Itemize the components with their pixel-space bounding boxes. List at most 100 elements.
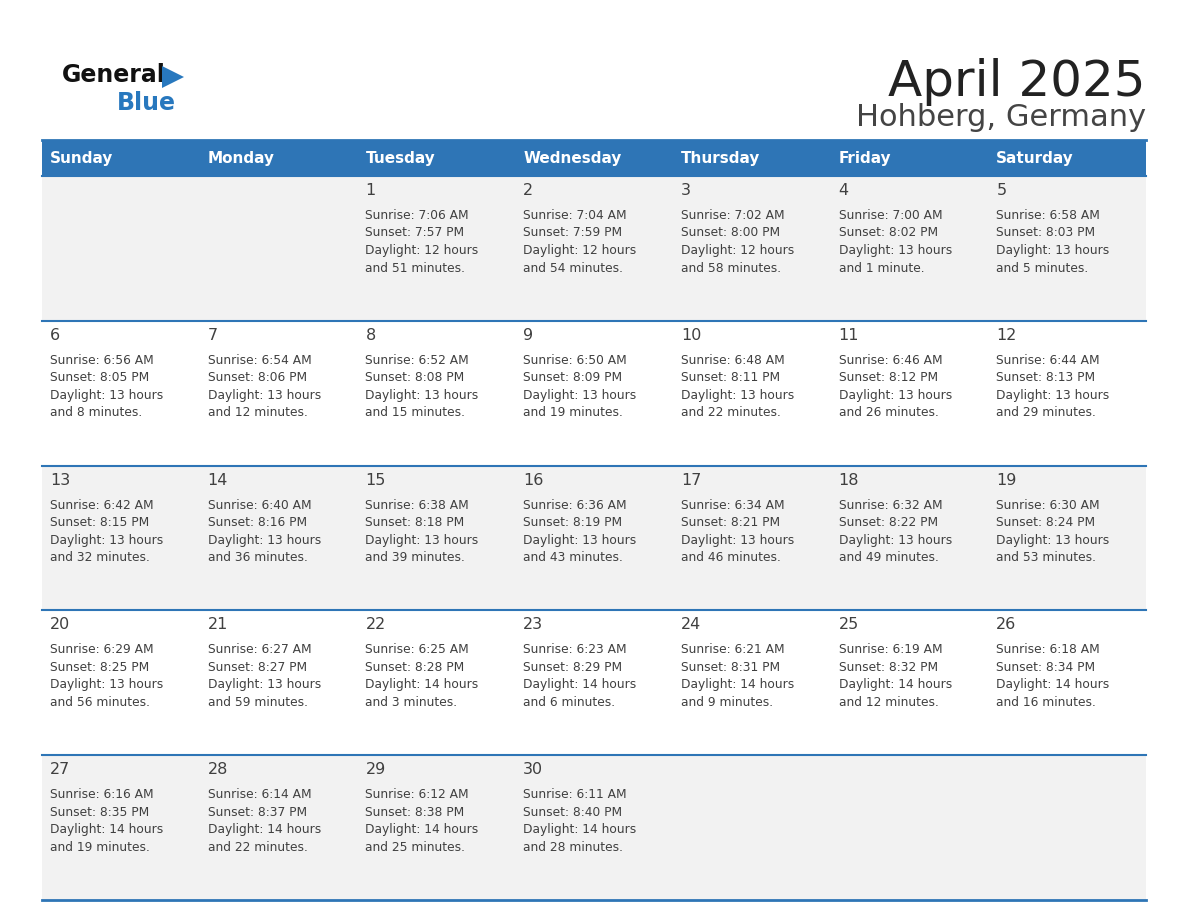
Text: Daylight: 13 hours: Daylight: 13 hours — [997, 533, 1110, 546]
Text: Daylight: 13 hours: Daylight: 13 hours — [523, 533, 637, 546]
Text: Sunset: 8:25 PM: Sunset: 8:25 PM — [50, 661, 150, 674]
Text: Daylight: 13 hours: Daylight: 13 hours — [208, 389, 321, 402]
Text: and 54 minutes.: and 54 minutes. — [523, 262, 624, 274]
Text: 22: 22 — [366, 618, 386, 633]
Text: 25: 25 — [839, 618, 859, 633]
Text: Sunset: 8:40 PM: Sunset: 8:40 PM — [523, 806, 623, 819]
Text: 16: 16 — [523, 473, 544, 487]
Text: Daylight: 13 hours: Daylight: 13 hours — [50, 678, 163, 691]
Text: 3: 3 — [681, 183, 691, 198]
Text: Sunrise: 6:19 AM: Sunrise: 6:19 AM — [839, 644, 942, 656]
Text: Sunday: Sunday — [50, 151, 113, 165]
Text: Sunset: 8:34 PM: Sunset: 8:34 PM — [997, 661, 1095, 674]
Text: Sunset: 8:21 PM: Sunset: 8:21 PM — [681, 516, 781, 529]
Text: 18: 18 — [839, 473, 859, 487]
Text: 11: 11 — [839, 328, 859, 342]
Text: Daylight: 13 hours: Daylight: 13 hours — [997, 389, 1110, 402]
Text: 6: 6 — [50, 328, 61, 342]
Text: Sunrise: 6:27 AM: Sunrise: 6:27 AM — [208, 644, 311, 656]
Text: and 3 minutes.: and 3 minutes. — [366, 696, 457, 709]
Text: Monday: Monday — [208, 151, 274, 165]
Text: Sunrise: 6:21 AM: Sunrise: 6:21 AM — [681, 644, 784, 656]
Text: Thursday: Thursday — [681, 151, 760, 165]
Text: 1: 1 — [366, 183, 375, 198]
Bar — [42, 140, 1146, 176]
Text: and 49 minutes.: and 49 minutes. — [839, 551, 939, 564]
Bar — [42, 320, 1146, 465]
Text: Sunrise: 7:06 AM: Sunrise: 7:06 AM — [366, 209, 469, 222]
Text: Sunset: 8:03 PM: Sunset: 8:03 PM — [997, 227, 1095, 240]
Text: and 5 minutes.: and 5 minutes. — [997, 262, 1088, 274]
Text: Sunrise: 7:02 AM: Sunrise: 7:02 AM — [681, 209, 784, 222]
Text: and 39 minutes.: and 39 minutes. — [366, 551, 466, 564]
Text: and 16 minutes.: and 16 minutes. — [997, 696, 1097, 709]
Text: Sunset: 7:57 PM: Sunset: 7:57 PM — [366, 227, 465, 240]
Text: Sunrise: 6:42 AM: Sunrise: 6:42 AM — [50, 498, 153, 511]
Bar — [42, 756, 1146, 900]
Text: Sunrise: 6:12 AM: Sunrise: 6:12 AM — [366, 789, 469, 801]
Text: 29: 29 — [366, 762, 386, 778]
Text: and 51 minutes.: and 51 minutes. — [366, 262, 466, 274]
Text: and 22 minutes.: and 22 minutes. — [681, 407, 781, 420]
Text: and 6 minutes.: and 6 minutes. — [523, 696, 615, 709]
Text: and 32 minutes.: and 32 minutes. — [50, 551, 150, 564]
Text: and 58 minutes.: and 58 minutes. — [681, 262, 781, 274]
Text: Daylight: 13 hours: Daylight: 13 hours — [50, 389, 163, 402]
Text: and 56 minutes.: and 56 minutes. — [50, 696, 150, 709]
Text: 8: 8 — [366, 328, 375, 342]
Text: Sunrise: 6:23 AM: Sunrise: 6:23 AM — [523, 644, 627, 656]
Text: Sunset: 8:18 PM: Sunset: 8:18 PM — [366, 516, 465, 529]
Text: Daylight: 12 hours: Daylight: 12 hours — [523, 244, 637, 257]
Text: Sunset: 8:35 PM: Sunset: 8:35 PM — [50, 806, 150, 819]
Text: Sunrise: 6:50 AM: Sunrise: 6:50 AM — [523, 353, 627, 367]
Text: Sunrise: 6:18 AM: Sunrise: 6:18 AM — [997, 644, 1100, 656]
Text: Sunset: 8:19 PM: Sunset: 8:19 PM — [523, 516, 623, 529]
Text: 23: 23 — [523, 618, 543, 633]
Text: Sunset: 8:29 PM: Sunset: 8:29 PM — [523, 661, 623, 674]
Text: Sunrise: 6:16 AM: Sunrise: 6:16 AM — [50, 789, 153, 801]
Text: Daylight: 14 hours: Daylight: 14 hours — [366, 678, 479, 691]
Text: Daylight: 13 hours: Daylight: 13 hours — [366, 389, 479, 402]
Text: Daylight: 13 hours: Daylight: 13 hours — [997, 244, 1110, 257]
Text: Daylight: 14 hours: Daylight: 14 hours — [997, 678, 1110, 691]
Text: Daylight: 14 hours: Daylight: 14 hours — [208, 823, 321, 836]
Text: General: General — [62, 63, 166, 87]
Text: 13: 13 — [50, 473, 70, 487]
Text: and 46 minutes.: and 46 minutes. — [681, 551, 781, 564]
Text: Sunrise: 7:00 AM: Sunrise: 7:00 AM — [839, 209, 942, 222]
Text: Sunset: 8:37 PM: Sunset: 8:37 PM — [208, 806, 307, 819]
Text: Sunrise: 6:58 AM: Sunrise: 6:58 AM — [997, 209, 1100, 222]
Text: Sunrise: 6:25 AM: Sunrise: 6:25 AM — [366, 644, 469, 656]
Text: Daylight: 14 hours: Daylight: 14 hours — [839, 678, 952, 691]
Text: Sunrise: 6:44 AM: Sunrise: 6:44 AM — [997, 353, 1100, 367]
Text: Sunrise: 6:54 AM: Sunrise: 6:54 AM — [208, 353, 311, 367]
Text: Daylight: 13 hours: Daylight: 13 hours — [839, 389, 952, 402]
Text: and 28 minutes.: and 28 minutes. — [523, 841, 624, 854]
Text: and 36 minutes.: and 36 minutes. — [208, 551, 308, 564]
Text: 12: 12 — [997, 328, 1017, 342]
Text: Sunset: 8:32 PM: Sunset: 8:32 PM — [839, 661, 937, 674]
Text: and 19 minutes.: and 19 minutes. — [523, 407, 623, 420]
Text: 28: 28 — [208, 762, 228, 778]
Text: Sunset: 7:59 PM: Sunset: 7:59 PM — [523, 227, 623, 240]
Text: Tuesday: Tuesday — [366, 151, 435, 165]
Text: Daylight: 13 hours: Daylight: 13 hours — [681, 533, 794, 546]
Text: 7: 7 — [208, 328, 217, 342]
Text: and 53 minutes.: and 53 minutes. — [997, 551, 1097, 564]
Text: 5: 5 — [997, 183, 1006, 198]
Text: Daylight: 14 hours: Daylight: 14 hours — [523, 678, 637, 691]
Text: and 9 minutes.: and 9 minutes. — [681, 696, 773, 709]
Text: and 8 minutes.: and 8 minutes. — [50, 407, 143, 420]
Text: Daylight: 13 hours: Daylight: 13 hours — [50, 533, 163, 546]
Text: Sunset: 8:06 PM: Sunset: 8:06 PM — [208, 371, 307, 385]
Text: and 15 minutes.: and 15 minutes. — [366, 407, 466, 420]
Text: Daylight: 13 hours: Daylight: 13 hours — [208, 678, 321, 691]
Text: Sunset: 8:27 PM: Sunset: 8:27 PM — [208, 661, 307, 674]
Text: 26: 26 — [997, 618, 1017, 633]
Text: 21: 21 — [208, 618, 228, 633]
Text: Daylight: 13 hours: Daylight: 13 hours — [681, 389, 794, 402]
Text: Sunrise: 6:34 AM: Sunrise: 6:34 AM — [681, 498, 784, 511]
Text: and 43 minutes.: and 43 minutes. — [523, 551, 623, 564]
Text: Sunset: 8:08 PM: Sunset: 8:08 PM — [366, 371, 465, 385]
Text: Hohberg, Germany: Hohberg, Germany — [855, 103, 1146, 132]
